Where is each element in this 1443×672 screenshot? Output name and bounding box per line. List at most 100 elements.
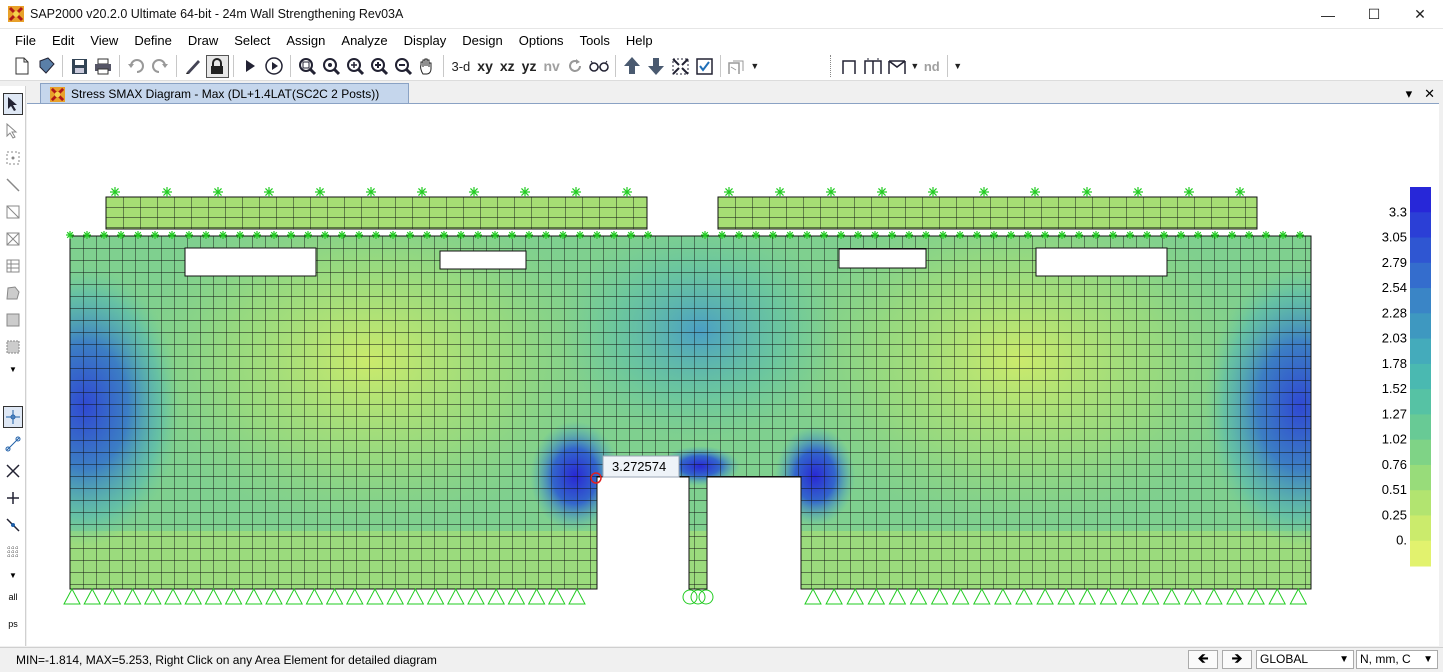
view-nv-button[interactable]: nv [543, 58, 560, 74]
snap-intersections-icon[interactable] [3, 460, 23, 482]
set-display-options-icon[interactable] [693, 55, 716, 78]
draw-rect-area-icon[interactable] [3, 309, 23, 331]
top-beam-left[interactable] [105, 196, 648, 230]
zoom-full-icon[interactable] [344, 55, 367, 78]
draw-poly-area-icon[interactable] [3, 282, 23, 304]
draw-line-icon[interactable] [3, 174, 23, 196]
new-model-icon[interactable] [11, 55, 34, 78]
previous-arrow-icon[interactable]: 🡸 [1188, 650, 1218, 669]
rotate-view-icon[interactable] [564, 55, 587, 78]
document-tab[interactable]: Stress SMAX Diagram - Max (DL+1.4LAT(SC2… [40, 83, 409, 104]
maximize-button[interactable]: ☐ [1367, 6, 1381, 22]
view-xz-button[interactable]: xz [499, 58, 515, 74]
nd-button[interactable]: nd [923, 58, 940, 74]
quick-draw-area-icon[interactable] [3, 336, 23, 358]
menu-select[interactable]: Select [234, 33, 271, 48]
snap-fine-grid-icon[interactable] [3, 541, 23, 563]
dropdown-arrow-icon[interactable]: ▼ [750, 61, 760, 71]
lock-icon[interactable] [205, 54, 229, 78]
draw-frame-icon[interactable] [838, 55, 861, 78]
pencil-icon[interactable] [182, 55, 205, 78]
model-view-canvas[interactable]: 3.272574 3.3 3.05 2.79 2.54 2.28 2.03 1.78 1.52… [27, 103, 1439, 646]
wall-panel[interactable] [27, 191, 1395, 589]
pin-support-icon [846, 587, 865, 605]
restraint-star-icon [1184, 187, 1194, 197]
dropdown-arrow-icon[interactable]: ▼ [953, 61, 963, 71]
restraint-star-icon [520, 187, 530, 197]
menu-file[interactable]: File [15, 33, 36, 48]
pin-support-icon [164, 587, 182, 605]
object-shrink-icon[interactable] [669, 55, 692, 78]
pin-support-icon [204, 587, 223, 605]
top-beam-right[interactable] [717, 196, 1258, 230]
zoom-window-icon[interactable] [296, 55, 319, 78]
save-icon[interactable] [68, 55, 91, 78]
restraint-star-icon [253, 231, 261, 239]
menu-view[interactable]: View [90, 33, 119, 48]
menu-tools[interactable]: Tools [579, 33, 610, 48]
menu-display[interactable]: Display [403, 33, 447, 48]
pin-support-icon [972, 587, 991, 605]
zoom-in-icon[interactable] [368, 55, 391, 78]
move-down-icon[interactable] [645, 55, 668, 78]
pin-support-icon [1183, 587, 1202, 605]
previous-select-icon[interactable]: ps [8, 619, 18, 629]
menu-options[interactable]: Options [518, 33, 564, 48]
expand-toolbar-icon[interactable]: ▼ [9, 364, 17, 374]
draw-quick-frame-icon[interactable] [3, 255, 23, 277]
draw-brace-icon[interactable] [3, 228, 23, 250]
restraint-star-icon [559, 231, 567, 239]
snap-points-icon[interactable] [3, 406, 23, 428]
redo-icon[interactable] [149, 55, 172, 78]
menu-design[interactable]: Design [462, 33, 503, 48]
open-model-icon[interactable] [35, 55, 58, 78]
view-3d-button[interactable]: 3-d [451, 58, 471, 74]
draw-link-icon[interactable] [3, 201, 23, 223]
pin-support-icon [909, 587, 928, 605]
minimize-button[interactable]: — [1321, 6, 1335, 23]
zoom-restore-icon[interactable] [320, 55, 343, 78]
draw-frame-bays-icon[interactable] [862, 55, 885, 78]
pin-support-icon [1226, 587, 1244, 605]
snap-ends-icon[interactable] [3, 433, 23, 455]
reshaper-icon[interactable] [3, 120, 23, 142]
view-yz-button[interactable]: yz [521, 58, 537, 74]
menu-help[interactable]: Help [625, 33, 653, 48]
coordinate-system-select[interactable]: GLOBAL ▼ [1256, 650, 1354, 669]
move-up-icon[interactable] [621, 55, 644, 78]
pan-hand-icon[interactable] [416, 55, 439, 78]
close-document-button[interactable]: ✕ [1424, 86, 1435, 101]
pin-support-icon [1015, 587, 1033, 605]
print-icon[interactable] [92, 55, 115, 78]
select-all-icon[interactable]: all [8, 592, 18, 602]
snap-lines-icon[interactable] [3, 514, 23, 536]
draw-truss-icon[interactable] [886, 55, 909, 78]
restraint-star-icon [366, 187, 376, 197]
pin-support-icon [244, 587, 263, 605]
snap-perpendicular-icon[interactable] [3, 487, 23, 509]
pin-support-icon [951, 587, 970, 605]
units-select[interactable]: N, mm, C ▼ [1356, 650, 1438, 669]
view-xy-button[interactable]: xy [477, 58, 493, 74]
expand-toolbar-icon[interactable]: ▼ [9, 570, 17, 580]
stress-contour-diagram[interactable]: 3.272574 3.3 3.05 2.79 2.54 2.28 2.03 1.78 1.52… [27, 104, 1439, 647]
window-list-dropdown[interactable]: ▾ [1405, 86, 1413, 101]
menu-draw[interactable]: Draw [187, 33, 219, 48]
run-now-icon[interactable] [263, 55, 286, 78]
dropdown-arrow-icon[interactable]: ▼ [910, 61, 920, 71]
menu-edit[interactable]: Edit [51, 33, 75, 48]
perspective-icon[interactable] [588, 55, 611, 78]
menu-assign[interactable]: Assign [286, 33, 326, 48]
restraint-star-icon [854, 231, 862, 239]
next-arrow-icon[interactable]: 🡺 [1222, 650, 1252, 669]
zoom-out-icon[interactable] [392, 55, 415, 78]
run-analysis-icon[interactable] [239, 55, 262, 78]
close-button[interactable]: ✕ [1414, 6, 1426, 22]
legend-label: 0.76 [1382, 457, 1407, 472]
pointer-select-icon[interactable] [3, 93, 23, 115]
draw-point-icon[interactable] [3, 147, 23, 169]
menu-analyze[interactable]: Analyze [341, 33, 388, 48]
show-deformed-shape-icon[interactable] [726, 55, 749, 78]
undo-icon[interactable] [125, 55, 148, 78]
menu-define[interactable]: Define [134, 33, 172, 48]
